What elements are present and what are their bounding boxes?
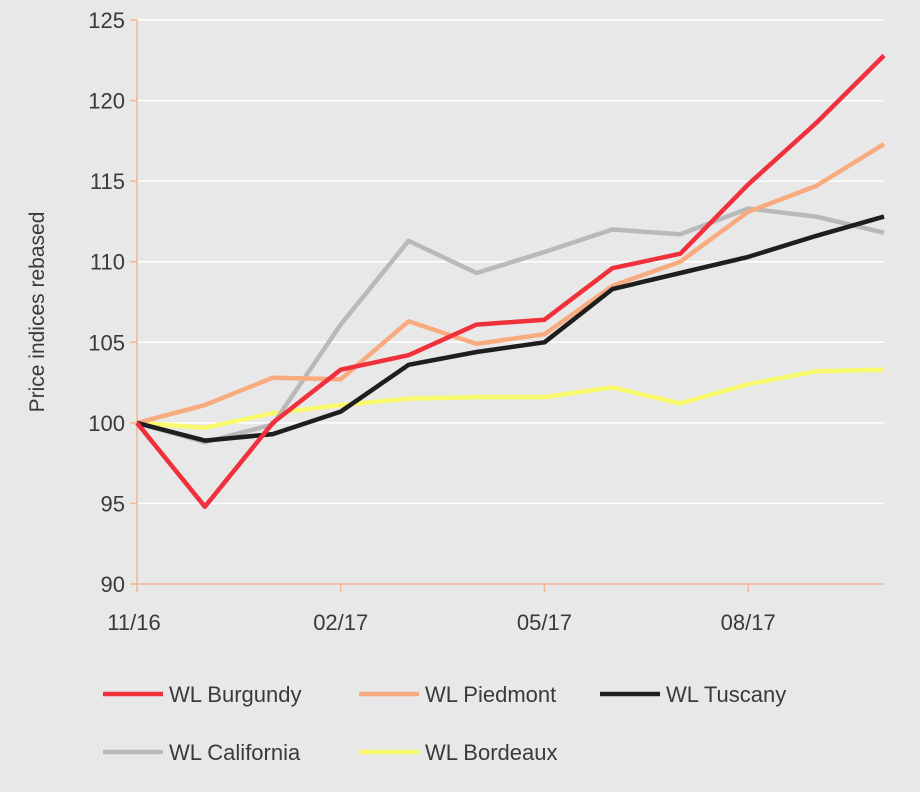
legend: WL Burgundy WL Piedmont WL Tuscany WL Calif… (103, 682, 786, 765)
y-tick-label-120: 120 (88, 89, 125, 114)
legend-label-wl-burgundy: WL Burgundy (169, 682, 301, 707)
series-line-wl-bordeaux (136, 367, 885, 430)
series-lines (135, 53, 886, 509)
series-line-wl-tuscany (136, 214, 885, 443)
series-line-wl-piedmont (136, 142, 886, 426)
y-axis-title: Price indices rebased (26, 212, 49, 413)
axes: 90 95 100 105 110 115 120 125 11/16 02/17 05/17 08/… (26, 8, 884, 635)
y-tick-label-90: 90 (101, 572, 125, 597)
y-tick-label-125: 125 (88, 8, 125, 33)
y-tick-label-115: 115 (90, 169, 125, 194)
legend-label-wl-tuscany: WL Tuscany (666, 682, 786, 707)
x-tick-label: 11/16 (107, 610, 160, 635)
x-tick-label: 08/17 (721, 610, 776, 635)
y-tick-label-95: 95 (101, 491, 125, 516)
gridlines (137, 19, 884, 505)
x-tick-label: 05/17 (517, 610, 572, 635)
legend-label-wl-bordeaux: WL Bordeaux (425, 740, 557, 765)
legend-label-wl-piedmont: WL Piedmont (425, 682, 556, 707)
y-tick-label-110: 110 (90, 250, 125, 275)
y-tick-label-105: 105 (88, 330, 125, 355)
series-line-wl-burgundy (135, 53, 886, 509)
y-tick-label-100: 100 (88, 411, 125, 436)
legend-label-wl-california: WL California (169, 740, 301, 765)
series-line-wl-california (136, 206, 885, 445)
x-tick-label: 02/17 (313, 610, 368, 635)
